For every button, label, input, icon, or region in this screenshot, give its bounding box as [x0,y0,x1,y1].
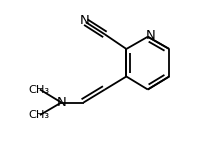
Text: CH₃: CH₃ [29,84,50,95]
Text: N: N [145,29,155,42]
Text: N: N [79,15,89,27]
Text: CH₃: CH₃ [29,110,50,120]
Text: N: N [56,96,66,109]
